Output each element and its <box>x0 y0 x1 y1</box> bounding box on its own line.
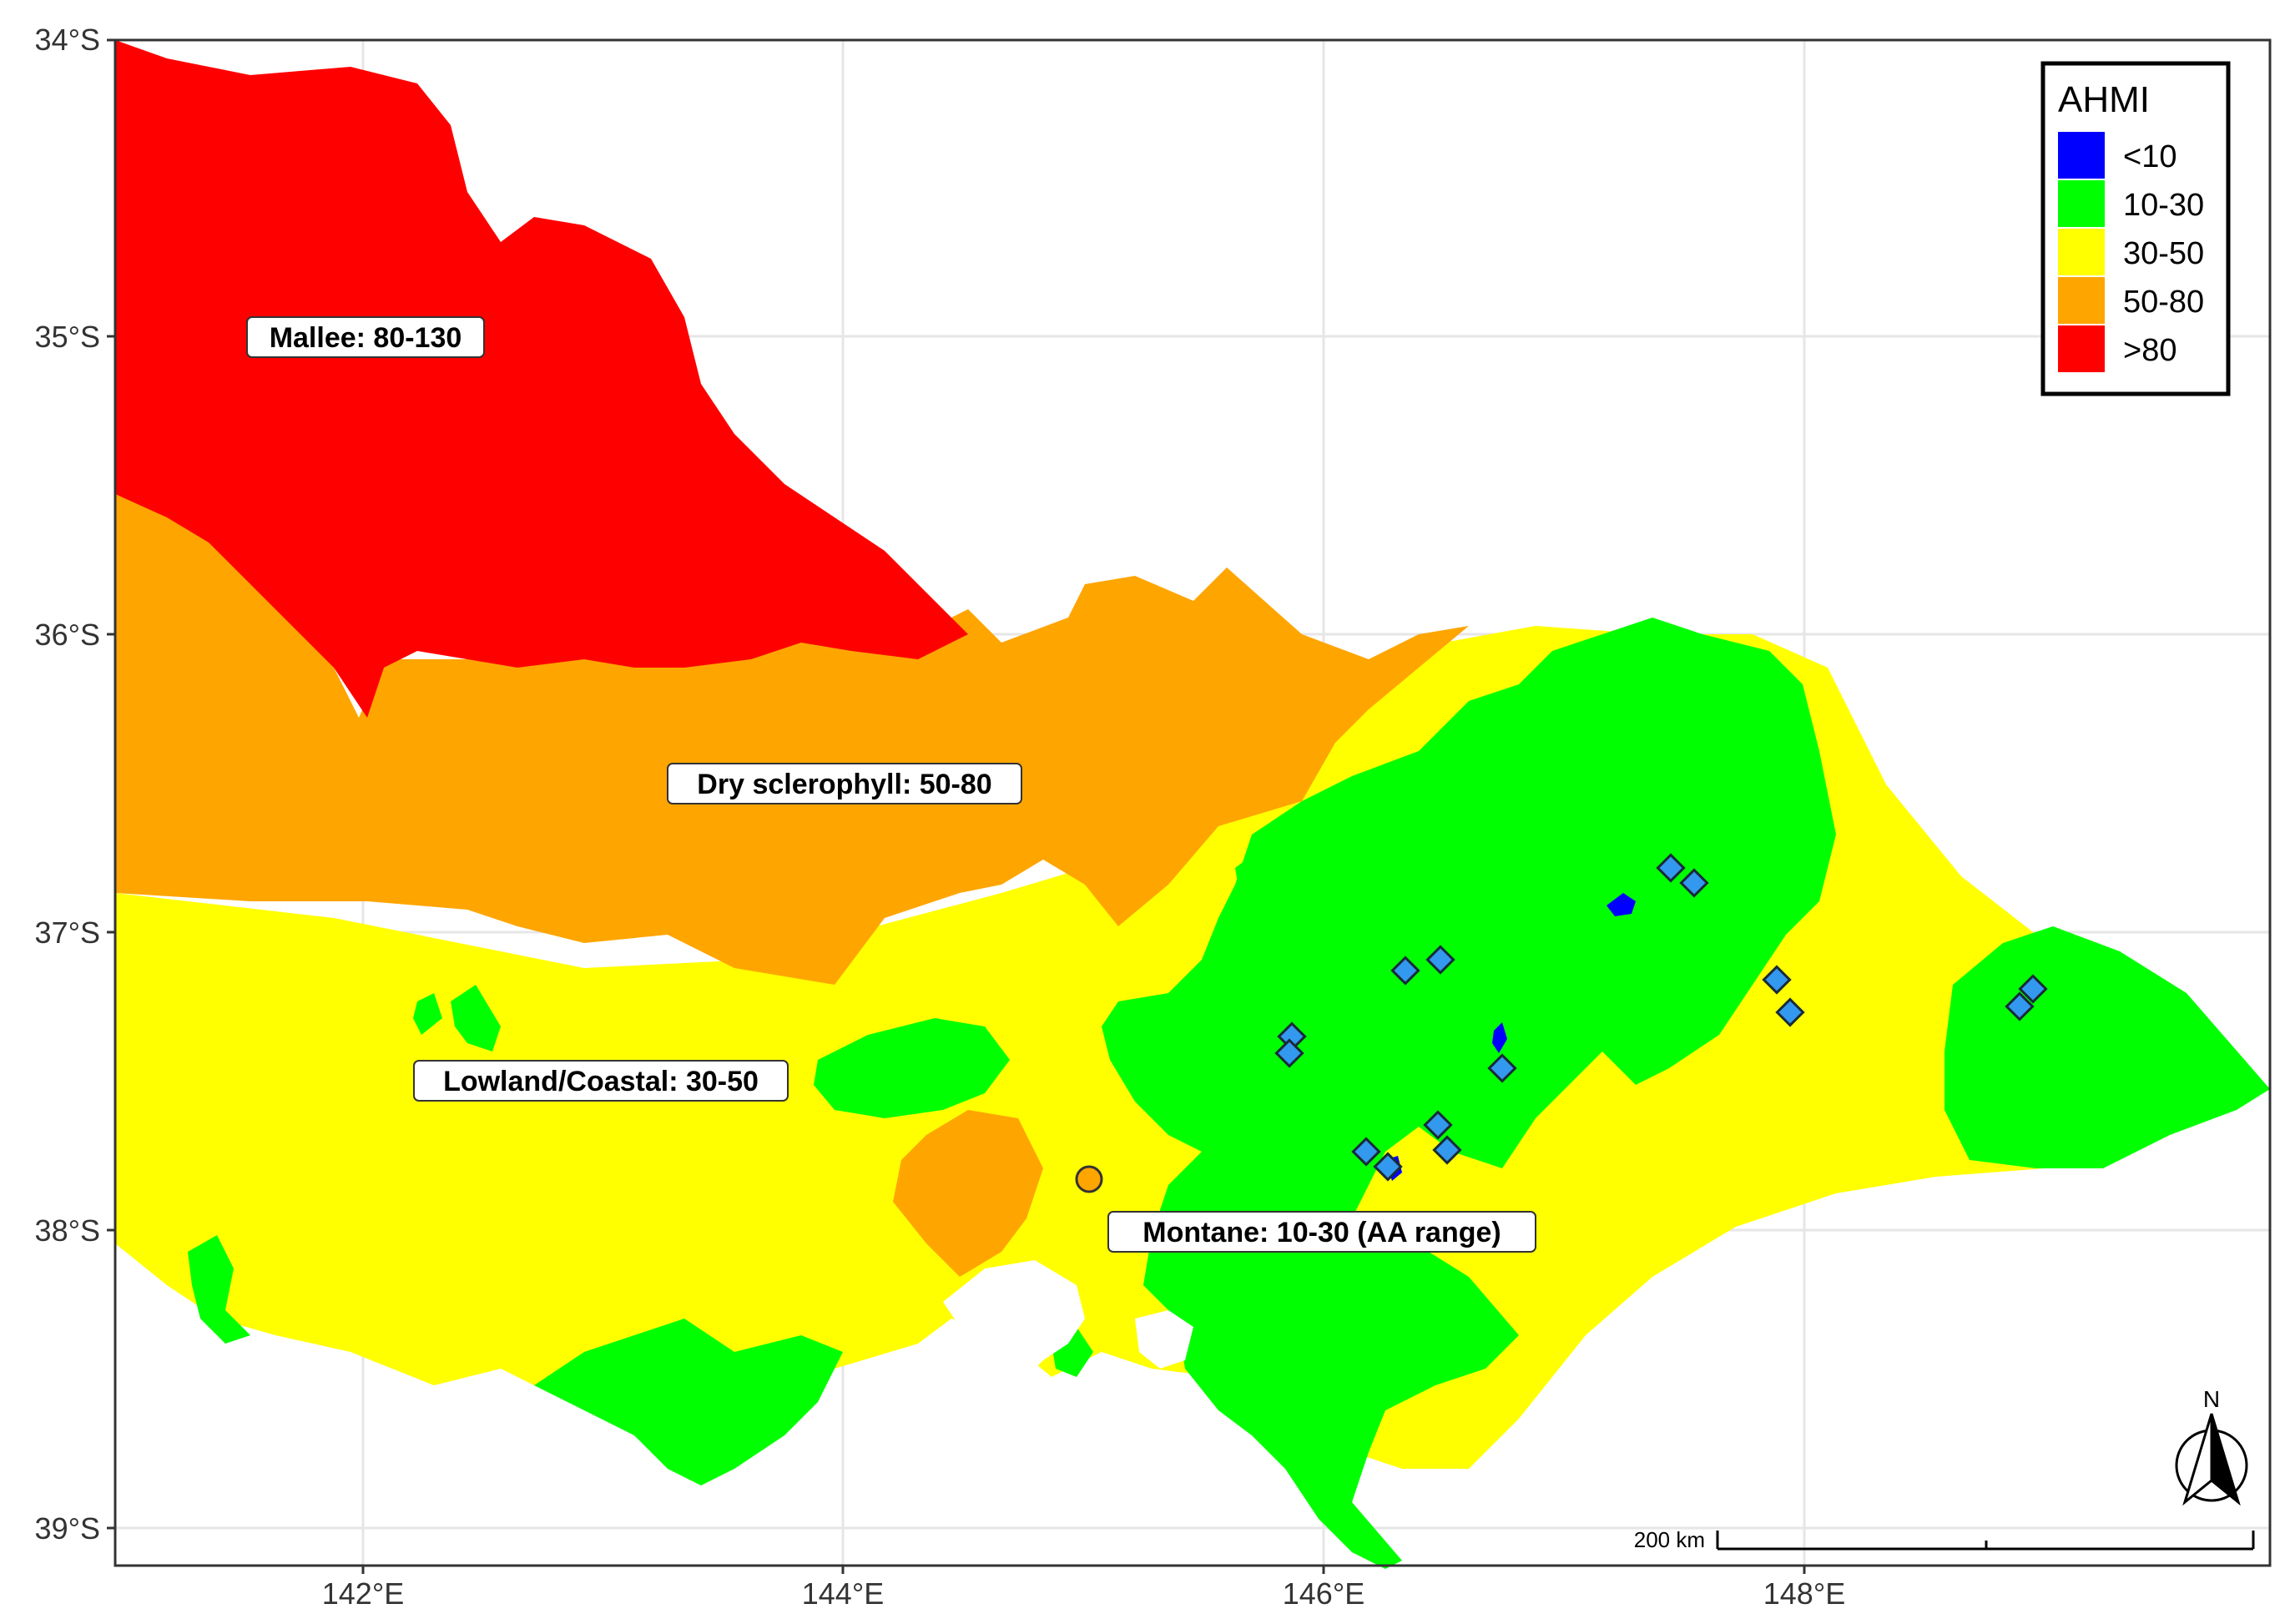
region-green-patch-central <box>814 1018 1010 1118</box>
scale-bar-label: 200 km <box>1634 1527 1705 1552</box>
site-marker <box>1274 1038 1304 1068</box>
legend-swatch-30-50 <box>2058 229 2105 275</box>
region-dry-sclerophyll-area <box>115 494 1469 985</box>
region-label-mallee: Mallee: 80-130 <box>246 316 485 358</box>
region-mallee-area <box>115 40 968 718</box>
x-tick-label: 146°E <box>1283 1576 1364 1611</box>
site-marker <box>2018 974 2048 1004</box>
site-marker <box>1656 853 1686 883</box>
site-marker <box>1373 1152 1403 1182</box>
region-green-patch-north <box>1235 843 1302 926</box>
legend: AHMI <10 10-30 30-50 50-80 >80 <box>2040 61 2231 396</box>
scale-bar: 200 km <box>1634 1527 2255 1552</box>
region-green-patch-west-coast <box>188 1235 250 1344</box>
region-label-montane-text: Montane: 10-30 (AA range) <box>1142 1217 1501 1248</box>
y-tick-label: 35°S <box>35 320 100 354</box>
legend-label-lt10: <10 <box>2123 139 2176 174</box>
y-tick-label: 36°S <box>35 618 100 652</box>
region-orange-patch <box>893 1110 1043 1277</box>
region-label-montane: Montane: 10-30 (AA range) <box>1107 1211 1536 1253</box>
north-arrow-needle-right <box>2210 1413 2241 1506</box>
legend-label-gt80: >80 <box>2123 333 2176 368</box>
x-tick-label: 148°E <box>1763 1576 1845 1611</box>
site-marker <box>1351 1137 1381 1167</box>
site-marker <box>1425 945 1455 975</box>
legend-title: AHMI <box>2058 79 2150 120</box>
site-marker <box>1487 1053 1517 1083</box>
y-tick-label: 37°S <box>35 915 100 950</box>
region-label-mallee-text: Mallee: 80-130 <box>270 322 462 354</box>
legend-swatch-10-30 <box>2058 180 2105 227</box>
site-marker <box>1423 1110 1453 1140</box>
site-marker <box>1390 956 1420 986</box>
x-tick-label: 144°E <box>802 1576 884 1611</box>
north-arrow: N <box>2175 1386 2248 1506</box>
region-green-patch-lowland <box>451 985 501 1052</box>
site-marker <box>1775 997 1805 1027</box>
x-tick-label: 142°E <box>322 1576 404 1611</box>
region-label-lowland-coastal-text: Lowland/Coastal: 30-50 <box>443 1066 759 1097</box>
site-marker <box>2005 991 2035 1021</box>
legend-label-50-80: 50-80 <box>2123 285 2204 320</box>
region-label-lowland-coastal: Lowland/Coastal: 30-50 <box>413 1060 789 1102</box>
north-arrow-label: N <box>2203 1386 2220 1412</box>
western-port <box>1135 1310 1193 1369</box>
plot-border <box>113 38 2272 1567</box>
axis-ticks <box>107 38 1806 1574</box>
site-marker <box>1679 868 1709 898</box>
legend-swatch-50-80 <box>2058 277 2105 324</box>
legend-label-10-30: 10-30 <box>2123 188 2204 223</box>
y-tick-label: 39°S <box>35 1511 100 1546</box>
region-green-patch-lowland-2 <box>413 993 442 1035</box>
legend-swatch-gt80 <box>2058 325 2105 372</box>
region-green-otways <box>534 1319 843 1485</box>
site-markers <box>1274 853 2048 1182</box>
region-label-dry-sclerophyll: Dry sclerophyll: 50-80 <box>667 763 1022 804</box>
region-label-dry-sclerophyll-text: Dry sclerophyll: 50-80 <box>697 769 991 800</box>
port-phillip-bay <box>943 1260 1085 1377</box>
y-tick-label: 34°S <box>35 23 100 57</box>
legend-label-30-50: 30-50 <box>2123 236 2204 271</box>
site-marker <box>1762 965 1792 995</box>
legend-swatch-lt10 <box>2058 132 2105 179</box>
y-tick-label: 38°S <box>35 1213 100 1248</box>
site-marker <box>1432 1135 1462 1165</box>
reference-point-marker <box>1075 1165 1103 1193</box>
